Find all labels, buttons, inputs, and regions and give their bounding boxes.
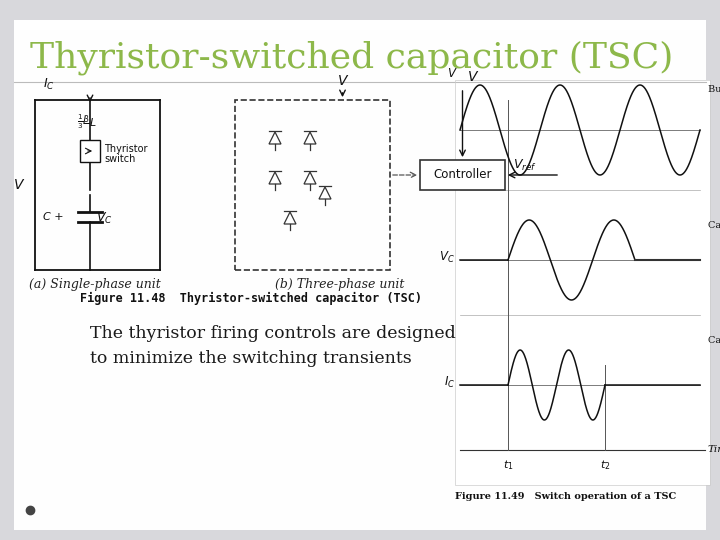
Text: V: V bbox=[447, 67, 455, 80]
Text: V: V bbox=[14, 178, 23, 192]
Bar bbox=[80, 140, 100, 162]
Bar bbox=[14, 355, 706, 380]
Bar bbox=[14, 305, 706, 330]
Bar bbox=[14, 430, 706, 455]
Text: $\frac{1}{3}L$: $\frac{1}{3}L$ bbox=[77, 113, 90, 131]
Text: Capacitor voltage: Capacitor voltage bbox=[708, 220, 720, 230]
Text: Thyristor-switched capacitor (TSC): Thyristor-switched capacitor (TSC) bbox=[30, 40, 673, 75]
Bar bbox=[14, 330, 706, 355]
Bar bbox=[14, 480, 706, 505]
Bar bbox=[14, 55, 706, 80]
Text: Figure 11.48  Thyristor-switched capacitor (TSC): Figure 11.48 Thyristor-switched capacito… bbox=[80, 292, 422, 305]
Text: Thyristor: Thyristor bbox=[104, 144, 148, 154]
Text: (b) Three-phase unit: (b) Three-phase unit bbox=[275, 278, 405, 291]
Bar bbox=[14, 205, 706, 230]
Bar bbox=[14, 255, 706, 280]
Text: $I_C$: $I_C$ bbox=[43, 77, 55, 92]
Text: $t_2$: $t_2$ bbox=[600, 458, 611, 472]
Text: $\frac{3}{~}L$: $\frac{3}{~}L$ bbox=[83, 113, 97, 131]
Text: $V_{ref}$: $V_{ref}$ bbox=[513, 158, 536, 173]
Text: switch: switch bbox=[104, 154, 135, 164]
Bar bbox=[420, 160, 505, 190]
Bar bbox=[14, 155, 706, 180]
Bar bbox=[14, 455, 706, 480]
Text: $I_C$: $I_C$ bbox=[444, 374, 455, 389]
Bar bbox=[455, 80, 710, 485]
Bar bbox=[14, 105, 706, 130]
Text: C +: C + bbox=[43, 212, 63, 222]
Text: $V_C$: $V_C$ bbox=[439, 249, 455, 265]
Bar bbox=[14, 280, 706, 305]
Text: Controller: Controller bbox=[433, 168, 492, 181]
Bar bbox=[14, 130, 706, 155]
Text: $V_C$: $V_C$ bbox=[96, 211, 112, 226]
Bar bbox=[14, 230, 706, 255]
Bar bbox=[455, 80, 710, 485]
Bar bbox=[14, 380, 706, 405]
Text: (a) Single-phase unit: (a) Single-phase unit bbox=[29, 278, 161, 291]
Text: The thyristor firing controls are designed
to minimize the switching transients: The thyristor firing controls are design… bbox=[90, 325, 456, 367]
Text: Time: Time bbox=[708, 446, 720, 455]
Bar bbox=[14, 30, 706, 55]
Bar bbox=[14, 180, 706, 205]
Text: V: V bbox=[338, 74, 347, 88]
Bar bbox=[235, 100, 390, 270]
Text: V: V bbox=[467, 70, 477, 84]
Text: Figure 11.49   Switch operation of a TSC: Figure 11.49 Switch operation of a TSC bbox=[455, 492, 676, 501]
Bar bbox=[14, 405, 706, 430]
Text: Capacitor current: Capacitor current bbox=[708, 336, 720, 345]
Text: Bus voltage: Bus voltage bbox=[708, 85, 720, 94]
Text: $t_1$: $t_1$ bbox=[503, 458, 513, 472]
Bar bbox=[14, 505, 706, 530]
Bar bbox=[14, 80, 706, 105]
